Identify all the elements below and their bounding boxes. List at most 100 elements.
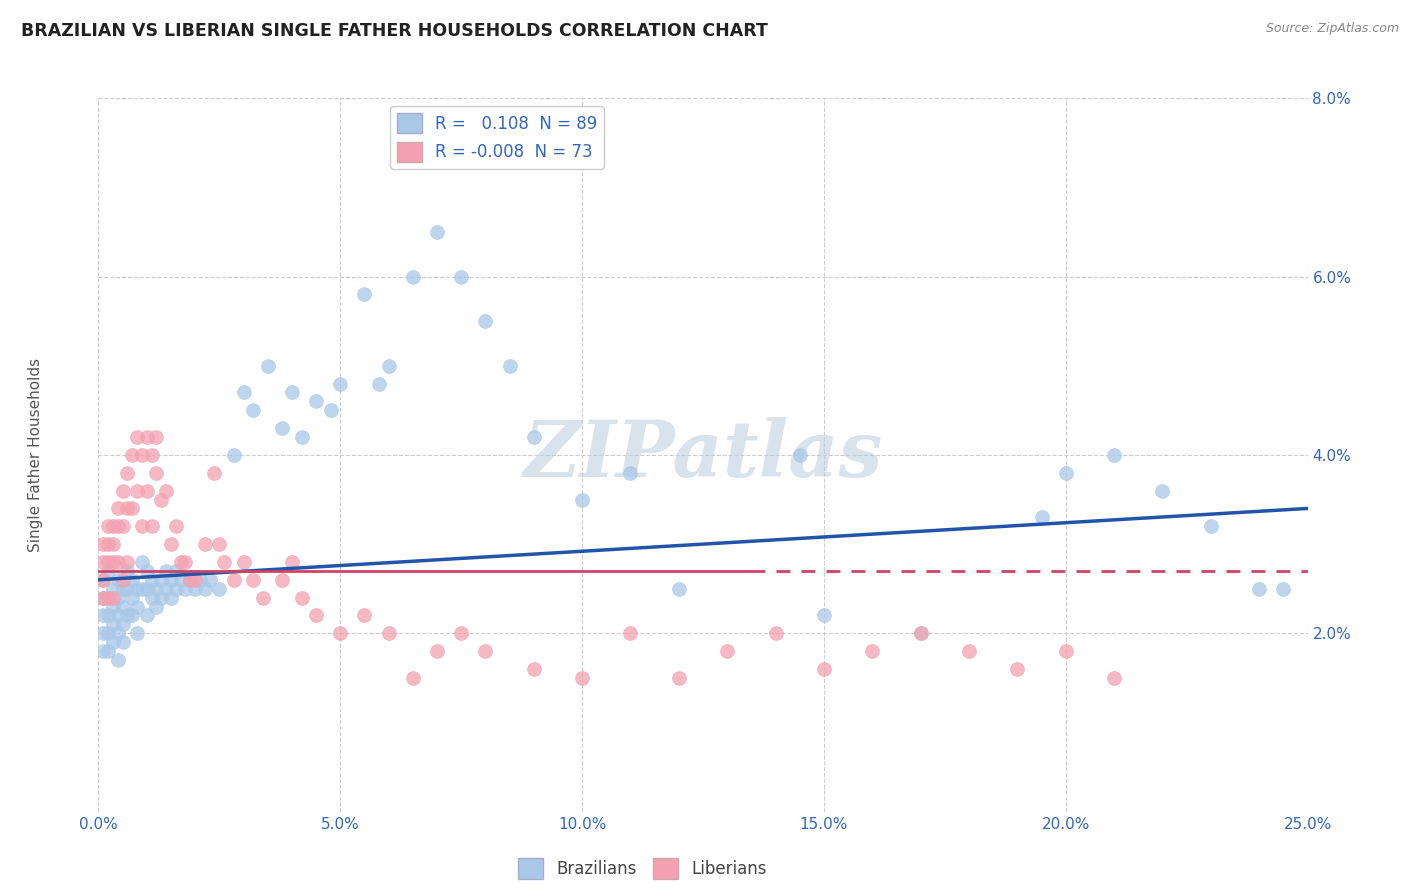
Point bbox=[127, 626, 149, 640]
Point bbox=[1054, 644, 1077, 658]
Point bbox=[97, 564, 120, 578]
Point bbox=[426, 225, 449, 239]
Point bbox=[155, 582, 177, 596]
Point bbox=[91, 644, 114, 658]
Point bbox=[121, 591, 143, 605]
Point bbox=[135, 483, 157, 498]
Point bbox=[117, 564, 139, 578]
Point bbox=[256, 359, 278, 373]
Point bbox=[179, 573, 201, 587]
Point bbox=[121, 448, 143, 462]
Point bbox=[101, 582, 124, 596]
Point bbox=[101, 635, 124, 649]
Point bbox=[319, 403, 342, 417]
Point bbox=[131, 519, 153, 533]
Point bbox=[1102, 671, 1125, 685]
Point bbox=[91, 573, 114, 587]
Point bbox=[212, 555, 235, 569]
Point bbox=[523, 662, 546, 676]
Point bbox=[160, 591, 183, 605]
Text: BRAZILIAN VS LIBERIAN SINGLE FATHER HOUSEHOLDS CORRELATION CHART: BRAZILIAN VS LIBERIAN SINGLE FATHER HOUS… bbox=[21, 22, 768, 40]
Point bbox=[789, 448, 811, 462]
Point bbox=[97, 555, 120, 569]
Point bbox=[107, 555, 129, 569]
Point bbox=[252, 591, 274, 605]
Point bbox=[127, 483, 149, 498]
Point bbox=[160, 573, 183, 587]
Point bbox=[377, 626, 399, 640]
Point bbox=[813, 608, 835, 623]
Point bbox=[1054, 466, 1077, 480]
Point bbox=[184, 573, 207, 587]
Point bbox=[353, 287, 375, 301]
Point bbox=[281, 555, 304, 569]
Point bbox=[141, 573, 163, 587]
Point bbox=[117, 582, 139, 596]
Point bbox=[91, 555, 114, 569]
Point bbox=[91, 591, 114, 605]
Point bbox=[165, 582, 187, 596]
Point bbox=[121, 501, 143, 516]
Point bbox=[131, 448, 153, 462]
Point bbox=[165, 564, 187, 578]
Point bbox=[131, 555, 153, 569]
Point bbox=[155, 483, 177, 498]
Point bbox=[127, 599, 149, 614]
Point bbox=[111, 617, 134, 632]
Point bbox=[127, 582, 149, 596]
Point bbox=[97, 591, 120, 605]
Point bbox=[101, 555, 124, 569]
Point bbox=[107, 591, 129, 605]
Point bbox=[117, 501, 139, 516]
Point bbox=[281, 385, 304, 400]
Point bbox=[160, 537, 183, 551]
Point bbox=[290, 591, 312, 605]
Point bbox=[474, 644, 496, 658]
Point bbox=[1199, 519, 1222, 533]
Point bbox=[97, 519, 120, 533]
Point bbox=[111, 582, 134, 596]
Point bbox=[111, 573, 134, 587]
Point bbox=[232, 555, 254, 569]
Point bbox=[131, 582, 153, 596]
Point bbox=[242, 403, 264, 417]
Point bbox=[97, 644, 120, 658]
Point bbox=[232, 385, 254, 400]
Point bbox=[107, 501, 129, 516]
Point bbox=[145, 430, 167, 444]
Point bbox=[765, 626, 787, 640]
Point bbox=[150, 591, 173, 605]
Point bbox=[1007, 662, 1029, 676]
Point bbox=[145, 466, 167, 480]
Point bbox=[111, 519, 134, 533]
Point bbox=[101, 599, 124, 614]
Text: Source: ZipAtlas.com: Source: ZipAtlas.com bbox=[1265, 22, 1399, 36]
Point bbox=[101, 591, 124, 605]
Point bbox=[121, 608, 143, 623]
Point bbox=[111, 599, 134, 614]
Point bbox=[1031, 510, 1053, 524]
Point bbox=[305, 608, 328, 623]
Point bbox=[111, 635, 134, 649]
Point bbox=[813, 662, 835, 676]
Point bbox=[127, 430, 149, 444]
Point bbox=[179, 573, 201, 587]
Point bbox=[91, 591, 114, 605]
Point bbox=[101, 519, 124, 533]
Point bbox=[194, 582, 217, 596]
Point bbox=[957, 644, 980, 658]
Point bbox=[174, 555, 197, 569]
Point bbox=[174, 582, 197, 596]
Point bbox=[150, 573, 173, 587]
Point bbox=[402, 671, 425, 685]
Point bbox=[450, 626, 472, 640]
Point bbox=[571, 671, 593, 685]
Point bbox=[107, 573, 129, 587]
Point bbox=[426, 644, 449, 658]
Point bbox=[145, 582, 167, 596]
Point bbox=[271, 421, 294, 435]
Point bbox=[155, 564, 177, 578]
Point bbox=[97, 626, 120, 640]
Point bbox=[107, 608, 129, 623]
Point bbox=[329, 376, 352, 391]
